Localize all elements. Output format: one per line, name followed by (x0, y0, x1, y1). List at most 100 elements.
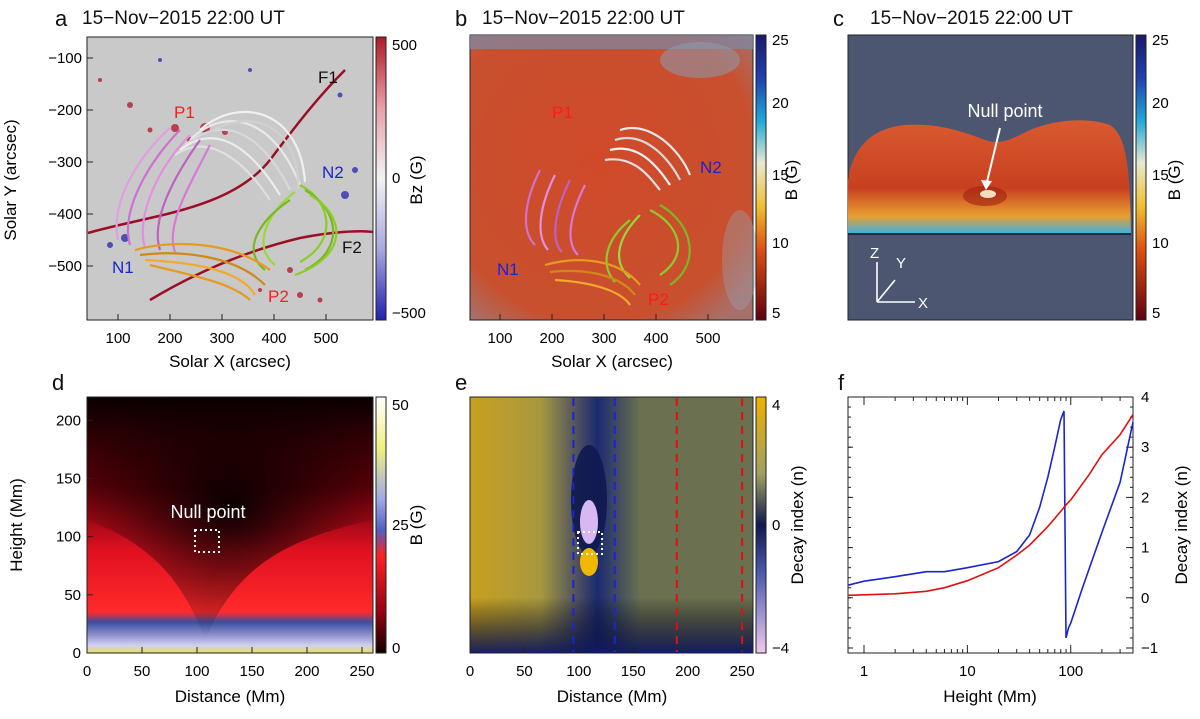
cbar-tick: 4 (772, 397, 780, 414)
axis-x: X (918, 295, 928, 312)
tick: 250 (349, 663, 374, 680)
panel-a-letter: a (55, 6, 68, 31)
y-tick-label: 0 (1141, 590, 1149, 607)
label-f2: F2 (342, 238, 362, 257)
f2-curve (149, 230, 374, 302)
tick: −400 (48, 206, 82, 223)
tick: 50 (64, 587, 81, 604)
panel-d-letter: d (52, 370, 64, 395)
tick: −100 (48, 50, 82, 67)
tick: 100 (566, 663, 591, 680)
cbar-tick: 0 (392, 640, 400, 657)
cbar-tick: 5 (1152, 305, 1160, 322)
panel-f: f 1 10 100 −1 0 1 2 3 4 Height (Mm) Decay index … (838, 370, 1191, 706)
decay-map-bottom (470, 597, 753, 653)
panel-e: e 0 50 100 150 200 250 Distance (Mm) 4 0… (455, 370, 807, 706)
cbar-tick: 25 (772, 32, 789, 49)
panel-c-title: 15−Nov−2015 22:00 UT (870, 8, 1073, 29)
orange-loops (134, 242, 271, 301)
panel-d-cbar-label: B (G) (407, 505, 426, 546)
decay-negative-lobe (580, 500, 598, 544)
tick: 50 (516, 663, 533, 680)
panel-a-xaxis: 100 200 300 400 500 Solar X (arcsec) (105, 314, 339, 371)
panel-d-yaxis: 0 50 100 150 200 Height (Mm) (7, 412, 93, 662)
tick: 0 (73, 645, 81, 662)
panel-e-colorbar (755, 396, 767, 654)
label-n2: N2 (322, 163, 344, 182)
tick: 250 (730, 663, 755, 680)
null-point-marker (980, 190, 996, 198)
tick: 400 (261, 330, 286, 347)
y-tick-label: 3 (1141, 439, 1149, 456)
axis-z: Z (870, 245, 879, 262)
tick: 300 (209, 330, 234, 347)
cbar-tick: 0 (392, 170, 400, 187)
null-point-box (194, 529, 220, 553)
dashed-lines (572, 398, 744, 652)
panel-e-cbar-label: Decay index (n) (788, 465, 807, 584)
tick: 100 (487, 330, 512, 347)
tick: 100 (105, 330, 130, 347)
tick: −200 (48, 102, 82, 119)
null-point-label: Null point (967, 101, 1042, 121)
tick: 150 (239, 663, 264, 680)
label-f1: F1 (318, 68, 338, 87)
tick: 200 (539, 330, 564, 347)
cbar-tick: −4 (772, 640, 789, 657)
volume-surface (848, 120, 1131, 233)
decay-positive-lobe (580, 548, 598, 576)
axis-y: Y (896, 255, 906, 272)
cbar-tick: 20 (1152, 95, 1169, 112)
cbar-tick: 10 (1152, 235, 1169, 252)
cbar-tick: 500 (392, 37, 417, 54)
y-tick-label: −1 (1141, 640, 1158, 657)
tick: −500 (48, 258, 82, 275)
label-n2: N2 (700, 158, 722, 177)
label-p2: P2 (268, 287, 289, 306)
cbar-tick: 10 (772, 235, 789, 252)
panel-d-ylabel: Height (Mm) (7, 478, 26, 572)
panel-a-xlabel: Solar X (arcsec) (169, 352, 291, 371)
panel-c: c 15−Nov−2015 22:00 UT Null point Z Y X … (833, 6, 1184, 322)
panel-f-ylabel: Decay index (n) (1172, 465, 1191, 584)
y-tick-label: 4 (1141, 389, 1149, 406)
tick: 200 (157, 330, 182, 347)
y-tick-label: 2 (1141, 489, 1149, 506)
label-n1: N1 (497, 260, 519, 279)
panel-c-colorbar (1135, 34, 1147, 321)
tick: 0 (466, 663, 474, 680)
label-p2: P2 (648, 290, 669, 309)
b-patch (722, 210, 758, 310)
tick: 200 (294, 663, 319, 680)
panel-f-plot-area (847, 396, 1134, 654)
panel-a-ylabel: Solar Y (arcsec) (1, 119, 20, 240)
tick: −300 (48, 154, 82, 171)
series-line-blue (847, 410, 1134, 639)
panel-b-colorbar (755, 34, 767, 321)
series-line-red (847, 414, 1134, 597)
panel-d: d Null point 0 50 100 150 200 250 Distan… (7, 370, 426, 706)
panel-d-xlabel: Distance (Mm) (175, 687, 286, 706)
panel-b-letter: b (455, 6, 467, 31)
panel-c-cbar-label: B (G) (1165, 160, 1184, 201)
tick: 50 (134, 663, 151, 680)
tick: 0 (83, 663, 91, 680)
tick: 400 (643, 330, 668, 347)
panel-a-yaxis: −100 −200 −300 −400 −500 Solar Y (arcsec… (1, 50, 93, 275)
cbar-tick: 5 (772, 305, 780, 322)
axes-triad-icon (876, 262, 915, 303)
b-white-loops (604, 127, 692, 191)
panel-a-cbar-label: Bz (G) (407, 155, 426, 204)
panel-f-letter: f (838, 370, 845, 395)
label-n1: N1 (112, 258, 134, 277)
panel-d-xaxis: 0 50 100 150 200 250 Distance (Mm) (83, 647, 375, 706)
white-loops (174, 110, 307, 201)
cbar-tick: 50 (392, 397, 409, 414)
panel-c-letter: c (833, 6, 844, 31)
x-tick-label: 10 (959, 663, 976, 680)
panel-b-xlabel: Solar X (arcsec) (551, 352, 673, 371)
pink-loops (115, 127, 211, 253)
panel-b-cbar-label: B (G) (782, 160, 801, 201)
y-tick-label: 1 (1141, 540, 1149, 557)
